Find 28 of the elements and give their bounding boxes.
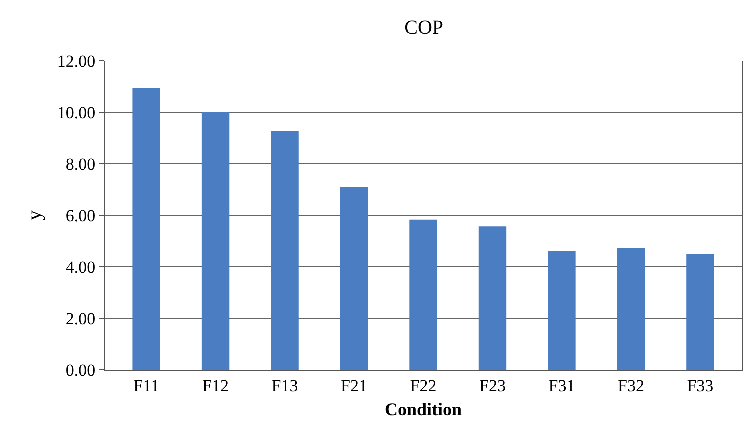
y-tick-label: 10.00 bbox=[57, 103, 96, 122]
x-tick-label: F32 bbox=[618, 376, 644, 396]
y-tick-label: 4.00 bbox=[66, 258, 96, 277]
bar bbox=[686, 254, 714, 370]
y-tick-label: 6.00 bbox=[66, 206, 96, 226]
x-tick-label: F11 bbox=[134, 376, 160, 396]
x-tick-label: F23 bbox=[480, 376, 506, 396]
bar bbox=[202, 112, 230, 370]
x-tick-label: F22 bbox=[410, 376, 437, 396]
x-tick-label: F13 bbox=[272, 376, 298, 396]
y-tick-label: 2.00 bbox=[66, 309, 96, 328]
y-tick-label: 0.00 bbox=[66, 360, 96, 380]
bar bbox=[548, 251, 576, 370]
bar bbox=[410, 220, 438, 370]
y-tick-label: 12.00 bbox=[57, 52, 96, 71]
bar bbox=[478, 226, 507, 370]
bar bbox=[617, 248, 646, 370]
x-tick-label: F33 bbox=[687, 376, 714, 396]
x-tick-label: F12 bbox=[202, 376, 230, 396]
bar bbox=[271, 131, 299, 370]
y-axis-title: y bbox=[24, 210, 46, 220]
x-tick-label: F21 bbox=[341, 376, 368, 396]
x-axis-title: Condition bbox=[384, 400, 462, 420]
bar bbox=[132, 88, 160, 370]
bar bbox=[340, 187, 368, 370]
x-tick-label: F31 bbox=[548, 376, 576, 396]
y-tick-label: 8.00 bbox=[66, 154, 96, 174]
chart-title: COP bbox=[404, 16, 444, 39]
